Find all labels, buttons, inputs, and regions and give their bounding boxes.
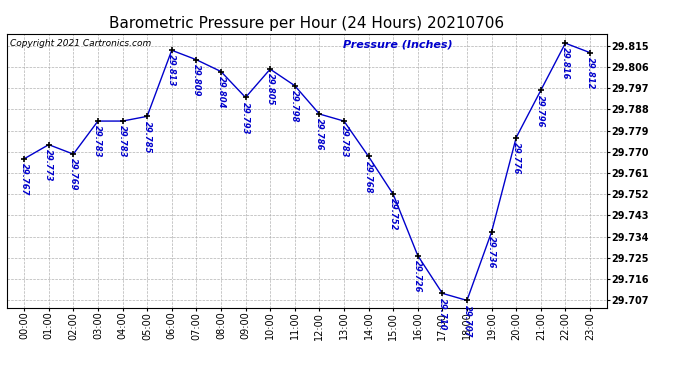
Text: Pressure (Inches): Pressure (Inches) (343, 39, 453, 49)
Text: 29.793: 29.793 (241, 102, 250, 134)
Text: 29.805: 29.805 (266, 74, 275, 106)
Text: 29.707: 29.707 (462, 304, 471, 337)
Text: 29.812: 29.812 (586, 57, 595, 89)
Text: 29.804: 29.804 (217, 76, 226, 108)
Text: 29.813: 29.813 (167, 54, 176, 87)
Text: 29.752: 29.752 (388, 198, 397, 231)
Title: Barometric Pressure per Hour (24 Hours) 20210706: Barometric Pressure per Hour (24 Hours) … (110, 16, 504, 31)
Text: 29.710: 29.710 (438, 297, 447, 330)
Text: 29.809: 29.809 (192, 64, 201, 96)
Text: Copyright 2021 Cartronics.com: Copyright 2021 Cartronics.com (10, 39, 151, 48)
Text: 29.736: 29.736 (487, 236, 496, 268)
Text: 29.796: 29.796 (536, 94, 545, 127)
Text: 29.783: 29.783 (118, 125, 127, 158)
Text: 29.783: 29.783 (339, 125, 348, 158)
Text: 29.783: 29.783 (93, 125, 102, 158)
Text: 29.769: 29.769 (69, 158, 78, 191)
Text: 29.816: 29.816 (561, 47, 570, 80)
Text: 29.726: 29.726 (413, 260, 422, 292)
Text: 29.786: 29.786 (315, 118, 324, 151)
Text: 29.767: 29.767 (19, 163, 28, 195)
Text: 29.798: 29.798 (290, 90, 299, 122)
Text: 29.785: 29.785 (143, 120, 152, 153)
Text: 29.776: 29.776 (512, 142, 521, 174)
Text: 29.768: 29.768 (364, 160, 373, 193)
Text: 29.773: 29.773 (44, 149, 53, 182)
